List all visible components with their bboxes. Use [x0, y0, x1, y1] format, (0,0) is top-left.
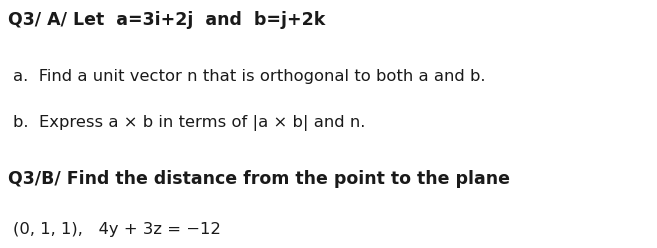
Text: Q3/B/ Find the distance from the point to the plane: Q3/B/ Find the distance from the point t… — [8, 170, 510, 188]
Text: b.  Express a × b in terms of |a × b| and n.: b. Express a × b in terms of |a × b| and… — [13, 115, 365, 131]
Text: Q3/ A/ Let  a=3i+2j  and  b=j+2k: Q3/ A/ Let a=3i+2j and b=j+2k — [8, 11, 325, 29]
Text: (0, 1, 1),   4y + 3z = −12: (0, 1, 1), 4y + 3z = −12 — [13, 222, 221, 237]
Text: a.  Find a unit vector n that is orthogonal to both a and b.: a. Find a unit vector n that is orthogon… — [13, 69, 486, 84]
